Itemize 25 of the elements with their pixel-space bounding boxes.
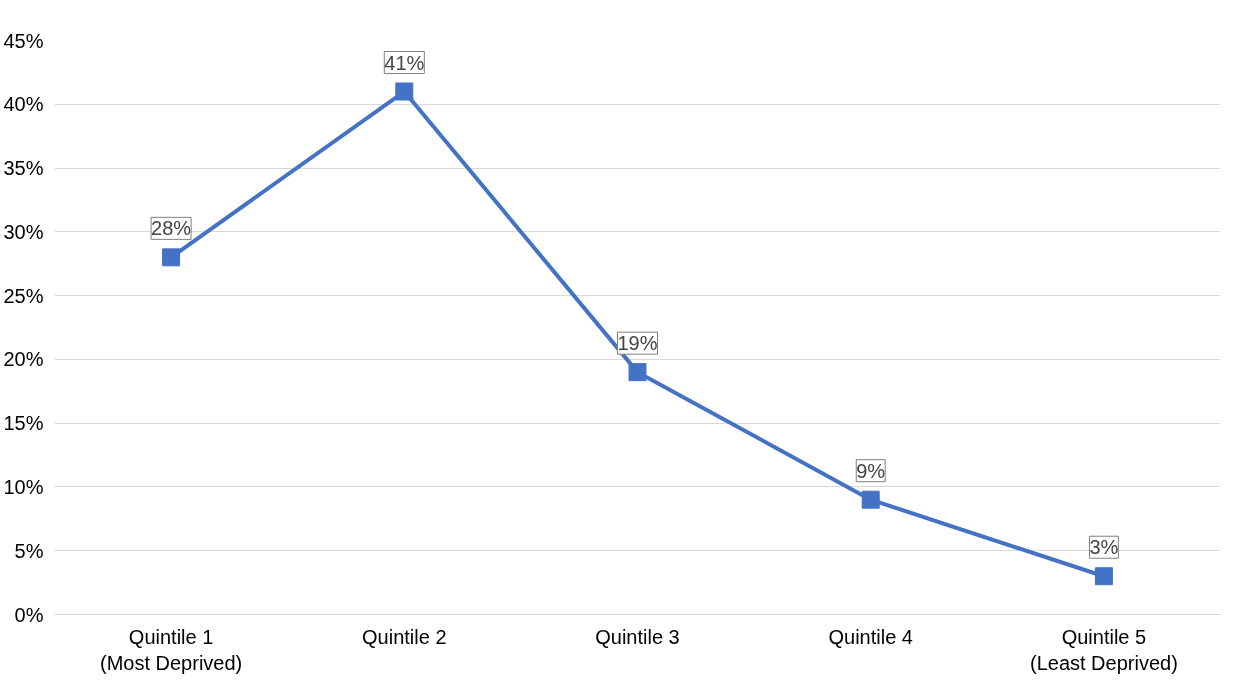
x-tick-label: Quintile 3 [595,625,680,648]
data-label: 9% [856,459,886,482]
y-tick-label: 15% [3,412,44,435]
y-tick-label: 10% [3,475,44,498]
x-tick-label: Quintile 5 (Least Deprived) [1029,625,1178,674]
y-tick-label: 25% [3,284,44,307]
x-tick-label: Quintile 4 [828,625,913,648]
data-label: 41% [384,51,425,74]
x-tick-label: Quintile 1 (Most Deprived) [99,625,243,674]
data-label: 28% [151,217,192,240]
point [395,82,414,101]
point [628,363,647,382]
data-label: 3% [1089,536,1119,559]
y-tick-label: 35% [3,157,44,180]
y-tick-label: 20% [3,348,44,371]
point [162,248,181,267]
y-tick-label: 30% [3,220,44,243]
point [1094,567,1113,586]
x-tick-label: Quintile 2 [362,625,447,648]
data-label: 19% [617,332,658,355]
y-tick-label: 40% [3,93,44,116]
y-tick-label: 5% [14,539,44,562]
y-tick-label: 0% [14,603,44,626]
point [861,490,880,509]
y-tick-label: 45% [3,29,44,52]
